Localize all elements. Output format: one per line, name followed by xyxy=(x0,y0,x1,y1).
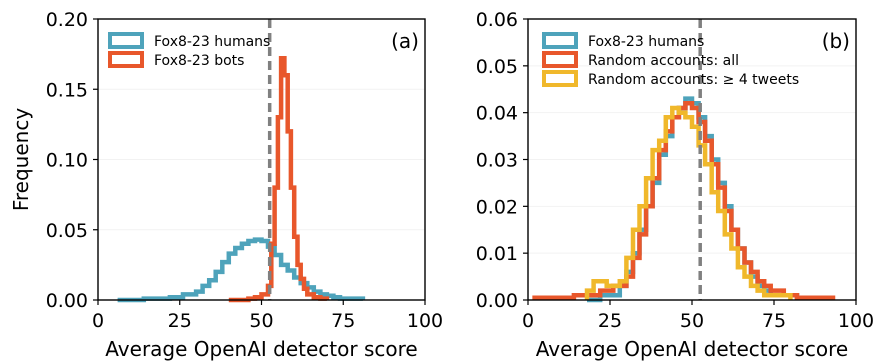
y-tick-label: 0.04 xyxy=(476,103,518,125)
x-tick-label: 25 xyxy=(168,310,192,332)
y-tick-label: 0.03 xyxy=(476,150,518,172)
panel-a-x-axis-label: Average OpenAI detector score xyxy=(105,337,417,361)
y-tick-label: 0.02 xyxy=(476,196,518,218)
x-tick-label: 0 xyxy=(92,310,104,332)
legend-swatch xyxy=(542,32,578,49)
panel-b-x-ticks: 0 25 50 75 100 xyxy=(522,300,874,332)
y-tick-label: 0.05 xyxy=(476,56,518,78)
legend-label: Fox8-23 bots xyxy=(154,53,244,69)
y-tick-label: 0.06 xyxy=(476,9,518,31)
panel-b-y-ticks: 0.00 0.01 0.02 0.03 0.04 0.05 0.06 xyxy=(476,9,528,312)
legend-label: Fox8-23 humans xyxy=(588,34,704,50)
y-tick-label: 0.00 xyxy=(476,290,518,312)
legend-swatch xyxy=(542,51,578,68)
series-line-1 xyxy=(117,237,366,303)
x-tick-label: 50 xyxy=(249,310,273,332)
x-tick-label: 25 xyxy=(598,310,622,332)
y-tick-label: 0.20 xyxy=(46,9,88,31)
x-tick-label: 0 xyxy=(522,310,534,332)
series-line-2 xyxy=(532,101,836,300)
panel-a-grid xyxy=(98,88,425,231)
panel-b-legend: Fox8-23 humans Random accounts: all Random… xyxy=(542,32,799,88)
panel-b-grid xyxy=(528,65,856,254)
panel-a: 0 25 50 75 100 0.00 0.05 0.10 0.15 0.20 Average … xyxy=(9,9,443,361)
legend-label: Random accounts: all xyxy=(588,53,739,69)
x-tick-label: 50 xyxy=(680,310,704,332)
x-tick-label: 75 xyxy=(762,310,786,332)
panel-a-legend: Fox8-23 humans Fox8-23 bots xyxy=(108,32,270,69)
y-tick-label: 0.01 xyxy=(476,243,518,265)
y-tick-label: 0.10 xyxy=(46,150,88,172)
x-tick-label: 100 xyxy=(838,310,874,332)
panel-a-label: (a) xyxy=(391,29,419,53)
panel-b-label: (b) xyxy=(822,29,850,53)
y-tick-label: 0.15 xyxy=(46,79,88,101)
y-tick-label: 0.00 xyxy=(46,290,88,312)
y-tick-label: 0.05 xyxy=(46,220,88,242)
legend-swatch xyxy=(108,51,144,68)
series-line-2 xyxy=(228,56,330,303)
legend-swatch xyxy=(542,70,578,87)
panel-b: 0 25 50 75 100 0.000.010.020.030.040.050.06 … xyxy=(476,9,874,361)
x-tick-label: 100 xyxy=(407,310,443,332)
x-tick-label: 75 xyxy=(331,310,355,332)
panel-a-y-axis-label: Frequency xyxy=(9,108,33,211)
panel-a-y-ticks: 0.00 0.05 0.10 0.15 0.20 xyxy=(46,9,98,312)
legend-label: Fox8-23 humans xyxy=(154,34,270,50)
legend-label: Random accounts: ≥ 4 tweets xyxy=(588,72,799,88)
panel-a-series xyxy=(117,56,366,303)
panel-a-x-ticks: 0 25 50 75 100 xyxy=(92,300,443,332)
legend-swatch xyxy=(108,32,144,49)
panel-b-series xyxy=(532,96,836,303)
series-line-3 xyxy=(584,105,793,300)
panel-b-x-axis-label: Average OpenAI detector score xyxy=(536,337,848,361)
